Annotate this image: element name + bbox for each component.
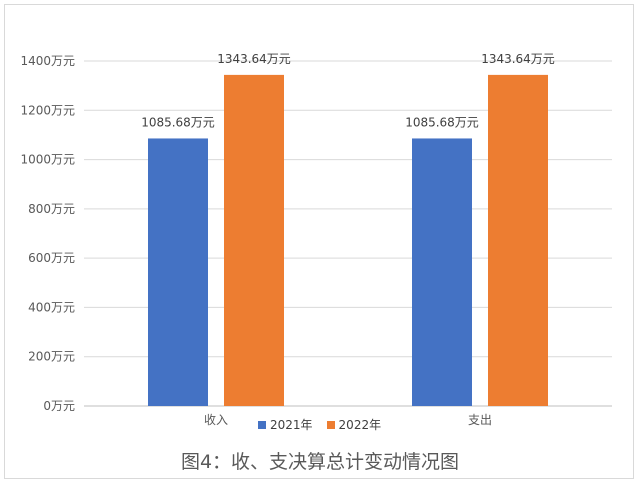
y-tick-label: 0万元: [43, 399, 75, 413]
y-tick-label: 1000万元: [20, 153, 75, 167]
y-tick-label: 600万元: [28, 251, 75, 265]
x-tick-label: 支出: [468, 413, 492, 427]
data-labels: 1085.68万元 1343.64万元 1085.68万元 1343.64万元: [141, 52, 555, 130]
data-label: 1343.64万元: [217, 52, 291, 66]
bar: [488, 74, 548, 406]
legend: 2021年 2022年: [258, 416, 381, 433]
bars: [148, 74, 548, 406]
legend-label-2022: 2022年: [338, 418, 382, 432]
legend-swatch-2022: [326, 420, 335, 429]
data-label: 1085.68万元: [141, 115, 215, 129]
data-label: 1343.64万元: [481, 52, 555, 66]
legend-label-2021: 2021年: [270, 418, 313, 432]
y-tick-label: 200万元: [28, 350, 75, 364]
bar: [148, 138, 208, 406]
data-label: 1085.68万元: [405, 115, 479, 129]
legend-swatch-2021: [258, 420, 266, 429]
y-tick-label: 400万元: [28, 300, 75, 314]
y-tick-label: 1200万元: [20, 103, 75, 117]
y-tick-label: 800万元: [28, 202, 75, 216]
x-axis-labels: 收入 支出: [204, 413, 492, 427]
y-axis-labels: 0万元 200万元 400万元 600万元 800万元 1000万元 1200万元 1400万…: [20, 54, 75, 413]
legend-item-2021: 2021年: [258, 416, 313, 433]
figure-caption: 图4：收、支决算总计变动情况图: [180, 451, 460, 473]
bar: [412, 138, 472, 406]
legend-item-2022: 2022年: [326, 416, 382, 433]
x-tick-label: 收入: [204, 413, 228, 427]
bar: [224, 74, 284, 406]
y-tick-label: 1400万元: [20, 54, 75, 68]
